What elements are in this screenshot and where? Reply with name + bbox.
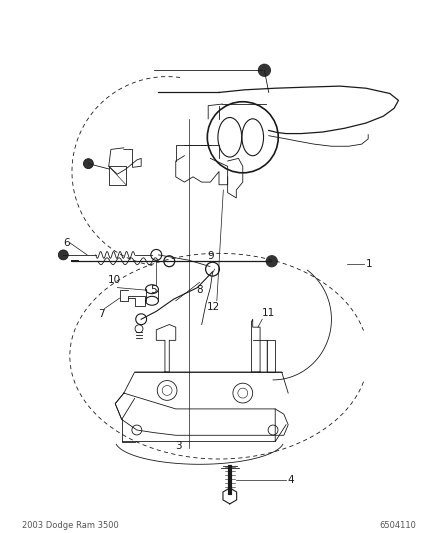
Circle shape bbox=[58, 250, 68, 260]
Circle shape bbox=[84, 159, 93, 168]
Circle shape bbox=[258, 64, 270, 76]
Text: 12: 12 bbox=[207, 302, 220, 312]
Text: 1: 1 bbox=[366, 259, 373, 269]
Text: 8: 8 bbox=[196, 285, 203, 295]
Text: 4: 4 bbox=[287, 475, 294, 485]
Text: 6: 6 bbox=[64, 238, 70, 248]
Text: 11: 11 bbox=[261, 308, 275, 318]
Text: 5: 5 bbox=[150, 285, 156, 295]
Text: 2003 Dodge Ram 3500: 2003 Dodge Ram 3500 bbox=[22, 521, 119, 530]
Text: 7: 7 bbox=[98, 309, 105, 319]
Text: 10: 10 bbox=[108, 275, 121, 285]
Text: 9: 9 bbox=[207, 251, 214, 261]
Text: 6504110: 6504110 bbox=[379, 521, 416, 530]
Circle shape bbox=[266, 256, 277, 266]
Text: 3: 3 bbox=[176, 441, 182, 451]
